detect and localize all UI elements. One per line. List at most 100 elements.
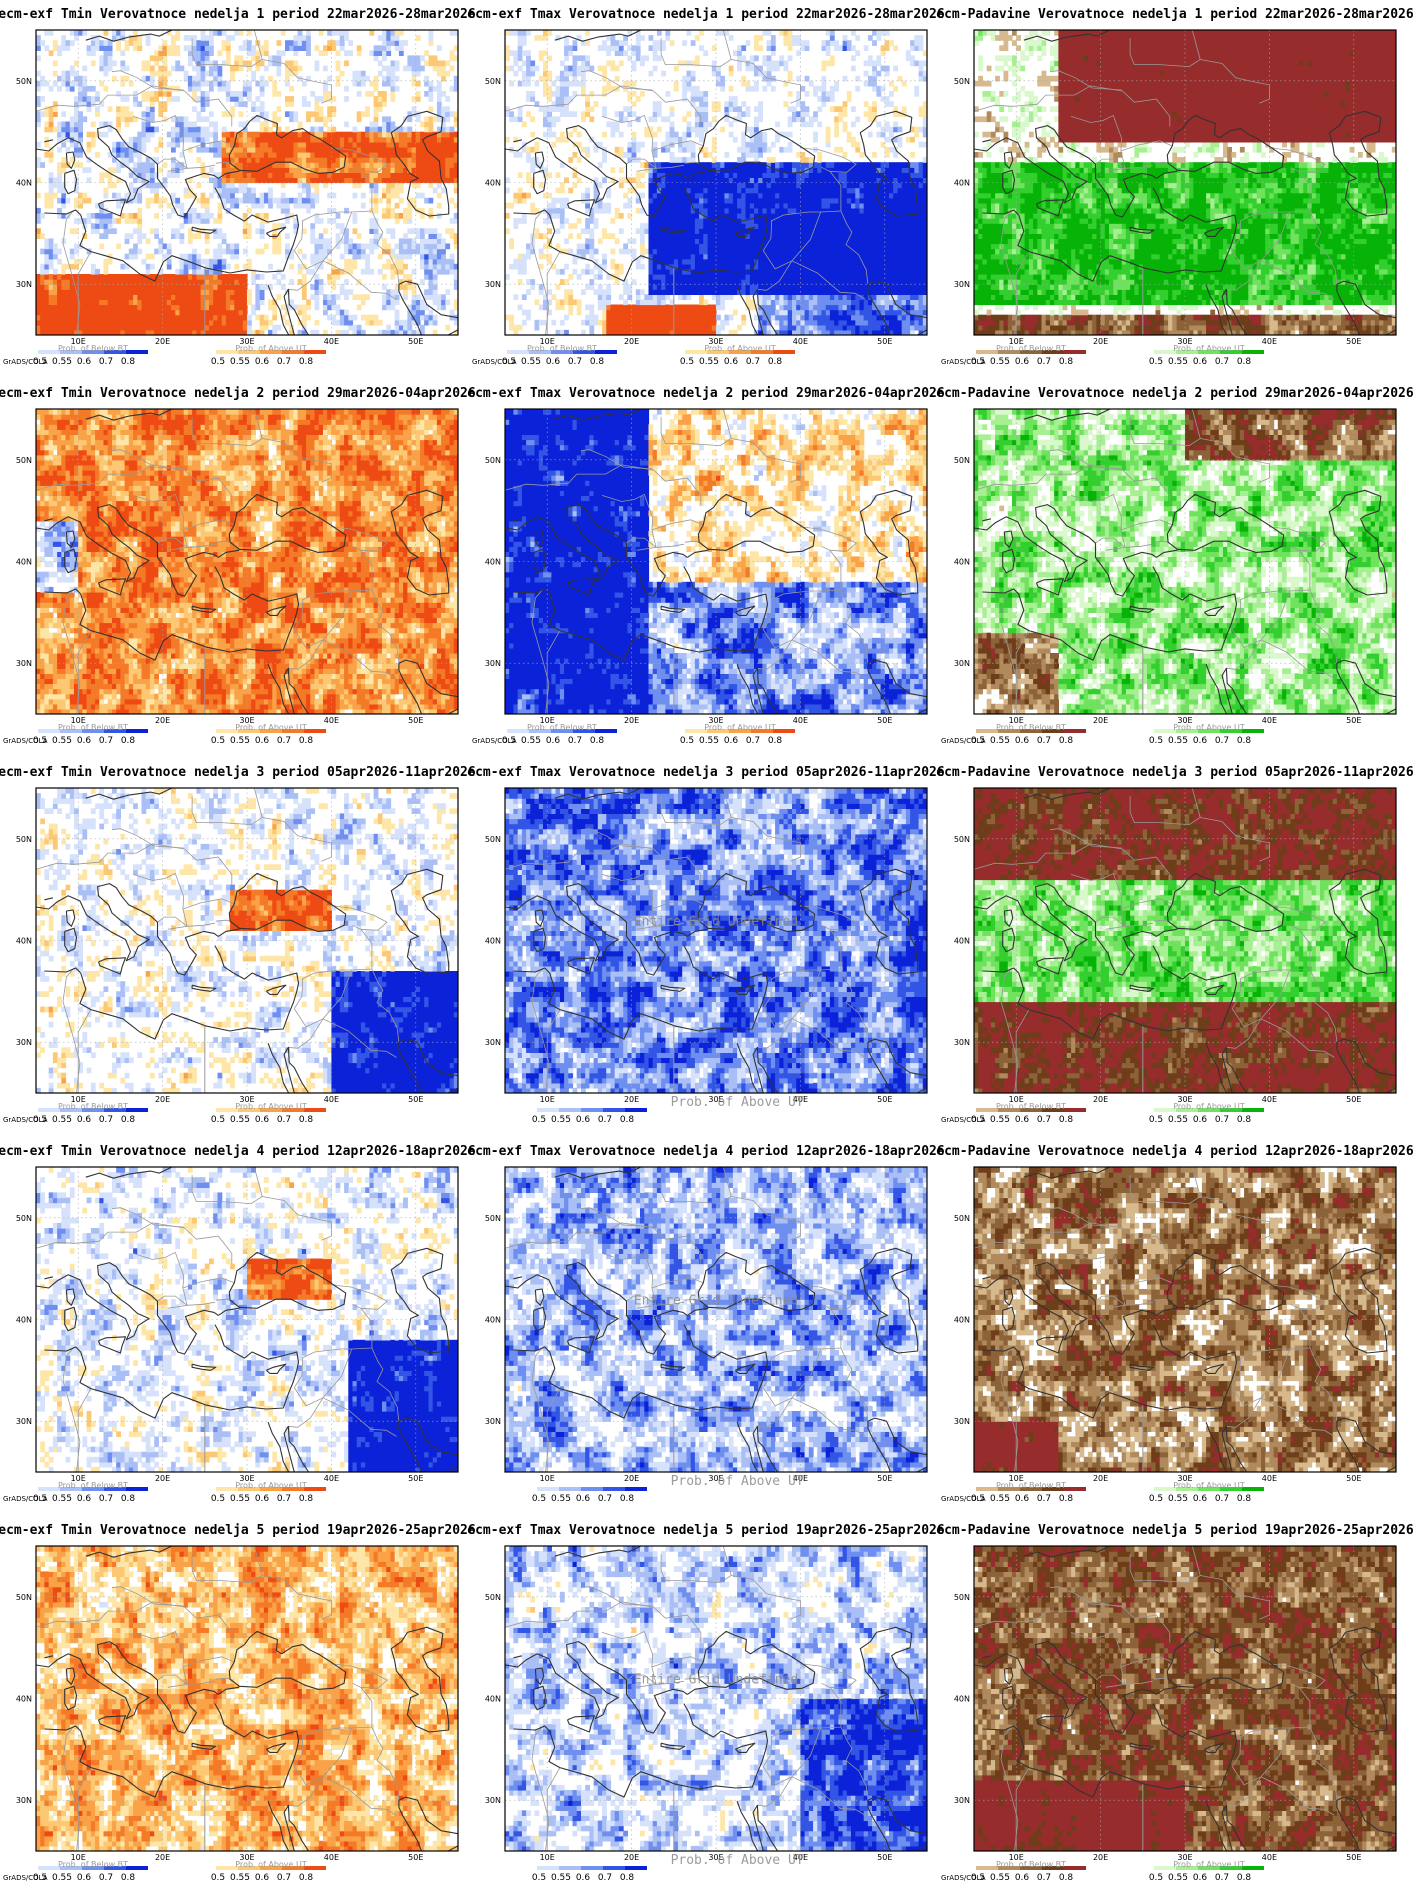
colorbar-swatch [507,729,529,733]
colorbar-title-overlap: Prob. of Above UT [671,1095,804,1110]
colorbar-tick: 0.8 [768,357,783,367]
colorbar-tick: 0.8 [121,1115,136,1125]
colorbar-swatch [304,729,326,733]
colorbar-tick: 0.55 [1168,357,1188,367]
latitude-label: 30N [485,1417,501,1426]
undefined-grid-watermark: Entire Grid Undefined [634,1672,798,1687]
colorbar-tick: 0.7 [277,1873,291,1883]
undefined-grid-watermark: Entire Grid Undefined [634,914,798,929]
colorbar-tick: 0.7 [99,1115,113,1125]
latitude-label: 50N [954,1593,970,1602]
latitude-label: 40N [16,1316,32,1325]
colorbar: Prob. of Below BT0.5 0.55 0.6 0.7 0.8 [33,1860,148,1883]
colorbar-title: Prob. of Below BT [996,1481,1066,1490]
longitude-label: 50E [408,716,423,725]
colorbar-title: Prob. of Below BT [58,723,128,732]
colorbar-tick: 0.55 [52,357,72,367]
probability-field [36,20,459,366]
map-panel-w2-padavine: ecm-Padavine Verovatnoce nedelja 2 perio… [936,386,1413,746]
colorbar: 0.5 0.55 0.6 0.7 0.8 [532,1866,647,1883]
colorbar-tick: 0.55 [551,1494,571,1504]
colorbar-tick: 0.8 [299,736,314,746]
longitude-label: 50E [408,1474,423,1483]
probability-field [974,778,1397,1124]
colorbar-swatch [1064,350,1086,354]
panel-title: ecm-Padavine Verovatnoce nedelja 5 perio… [936,1523,1413,1538]
colorbar: Prob. of Above UT0.5 0.55 0.6 0.7 0.8 [211,1102,326,1125]
colorbar-tick: 0.7 [1037,357,1051,367]
colorbar-swatch [537,1487,559,1491]
colorbar-tick: 0.7 [598,1115,612,1125]
colorbar-tick: 0.5 [211,736,225,746]
colorbar-tick: 0.5 [1149,736,1163,746]
colorbar-swatch [38,1108,60,1112]
colorbar-tick: 0.55 [1168,1873,1188,1883]
colorbar-tick: 0.7 [99,1873,113,1883]
grads-credit: GrADS/COLA [3,737,48,745]
colorbar-tick: 0.5 [1149,1873,1163,1883]
colorbar: Prob. of Above UT0.5 0.55 0.6 0.7 0.8 [1149,1481,1264,1504]
longitude-label: 20E [624,1474,639,1483]
colorbar-tick: 0.55 [1168,1494,1188,1504]
colorbar-tick: 0.7 [99,1494,113,1504]
longitude-label: 50E [1346,1095,1361,1104]
colorbar-tick: 0.6 [724,736,739,746]
colorbar-title: Prob. of Above UT [1173,1481,1245,1490]
colorbar-title: Prob. of Above UT [704,723,776,732]
colorbar-tick: 0.8 [1237,357,1252,367]
grads-credit: GrADS/COLA [472,358,517,366]
colorbar-tick: 0.8 [620,1873,635,1883]
colorbar-tick: 0.8 [620,1494,635,1504]
colorbar-tick: 0.55 [230,1873,250,1883]
colorbar-swatch [976,1487,998,1491]
latitude-label: 50N [485,1214,501,1223]
colorbar-swatch [1242,729,1264,733]
latitude-label: 30N [16,1038,32,1047]
panel-title: ecm-Padavine Verovatnoce nedelja 4 perio… [936,1144,1413,1159]
latitude-label: 50N [954,456,970,465]
colorbar-tick: 0.6 [1015,1494,1030,1504]
colorbar-tick: 0.6 [1193,357,1208,367]
colorbar-swatch [1242,350,1264,354]
latitude-label: 30N [954,1796,970,1805]
colorbar-tick: 0.55 [52,1115,72,1125]
grads-credit: GrADS/COLA [3,1495,48,1503]
colorbar-tick: 0.55 [52,1873,72,1883]
colorbar-tick: 0.55 [230,1115,250,1125]
colorbar-title: Prob. of Below BT [996,344,1066,353]
longitude-label: 20E [155,1095,170,1104]
latitude-label: 30N [954,1417,970,1426]
panel-title: ecm-Padavine Verovatnoce nedelja 2 perio… [936,386,1413,401]
colorbar-tick: 0.5 [1149,1115,1163,1125]
colorbar-swatch [1064,1108,1086,1112]
colorbar-tick: 0.55 [990,1494,1010,1504]
longitude-label: 20E [1093,716,1108,725]
colorbar-title: Prob. of Above UT [1173,344,1245,353]
colorbar-tick: 0.6 [255,736,270,746]
latitude-label: 40N [16,937,32,946]
latitude-label: 40N [954,1316,970,1325]
colorbar-tick: 0.55 [521,736,541,746]
colorbar-title-overlap: Prob. of Above UT [671,1474,804,1489]
colorbar-tick: 0.8 [121,1494,136,1504]
colorbar-tick: 0.7 [568,736,582,746]
probability-field [974,20,1397,366]
grads-credit: GrADS/COLA [3,1116,48,1124]
colorbar-tick: 0.7 [1037,1115,1051,1125]
colorbar-swatch [126,350,148,354]
colorbar-title: Prob. of Below BT [527,344,597,353]
colorbar-tick: 0.5 [532,1494,546,1504]
colorbar-tick: 0.8 [1237,1873,1252,1883]
longitude-label: 40E [1262,1474,1277,1483]
colorbar: Prob. of Above UT0.5 0.55 0.6 0.7 0.8 [211,723,326,746]
colorbar-tick: 0.8 [620,1115,635,1125]
colorbar-tick: 0.55 [52,1494,72,1504]
latitude-label: 30N [16,1796,32,1805]
latitude-label: 30N [954,659,970,668]
colorbar-swatch [537,1108,559,1112]
longitude-label: 20E [155,716,170,725]
map-panel-w3-tmin: ecm-exf Tmin Verovatnoce nedelja 3 perio… [0,765,476,1125]
colorbar: Prob. of Above UT0.5 0.55 0.6 0.7 0.8 [1149,1102,1264,1125]
colorbar: Prob. of Below BT0.5 0.55 0.6 0.7 0.8 [971,1481,1086,1504]
